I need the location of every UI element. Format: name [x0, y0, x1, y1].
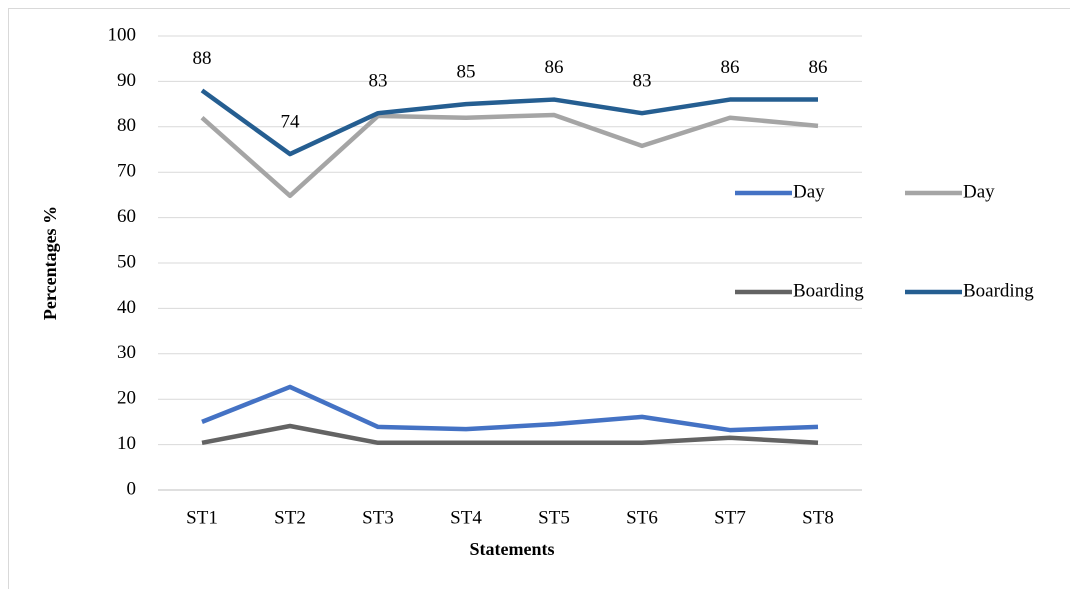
data-label: 86	[545, 57, 564, 78]
series-line	[200, 112, 819, 199]
y-tick-label: 40	[117, 297, 136, 318]
x-tick-label: ST7	[714, 507, 746, 528]
series-line	[201, 384, 819, 433]
y-tick-label: 60	[117, 206, 136, 227]
y-axis-title: Percentages %	[40, 206, 60, 320]
legend-label: Boarding	[963, 280, 1034, 301]
legend-label: Day	[793, 181, 825, 202]
x-tick-label: ST3	[362, 507, 394, 528]
x-tick-label: ST1	[186, 507, 218, 528]
data-label: 88	[193, 48, 212, 69]
x-tick-label: ST6	[626, 507, 658, 528]
y-tick-label: 10	[117, 433, 136, 454]
x-tick-label: ST5	[538, 507, 570, 528]
x-tick-label: ST8	[802, 507, 834, 528]
y-tick-label: 80	[117, 115, 136, 136]
legend-label: Day	[963, 181, 995, 202]
y-tick-label: 0	[127, 478, 137, 499]
data-label: 74	[281, 111, 301, 132]
legend-label: Boarding	[793, 280, 864, 301]
y-tick-label: 20	[117, 388, 136, 409]
data-label: 83	[369, 71, 388, 92]
y-tick-label: 50	[117, 251, 136, 272]
chart-frame	[8, 8, 1070, 589]
series-line	[201, 423, 819, 446]
series-line	[200, 88, 818, 157]
x-tick-label: ST2	[274, 507, 306, 528]
x-axis-title: Statements	[470, 539, 555, 559]
x-tick-label: ST4	[450, 507, 482, 528]
data-label: 86	[809, 57, 828, 78]
y-tick-label: 70	[117, 161, 136, 182]
y-tick-label: 100	[108, 24, 137, 45]
y-tick-label: 30	[117, 342, 136, 363]
data-label: 86	[721, 57, 740, 78]
data-label: 83	[633, 71, 652, 92]
y-tick-label: 90	[117, 70, 136, 91]
data-label: 85	[457, 61, 476, 82]
